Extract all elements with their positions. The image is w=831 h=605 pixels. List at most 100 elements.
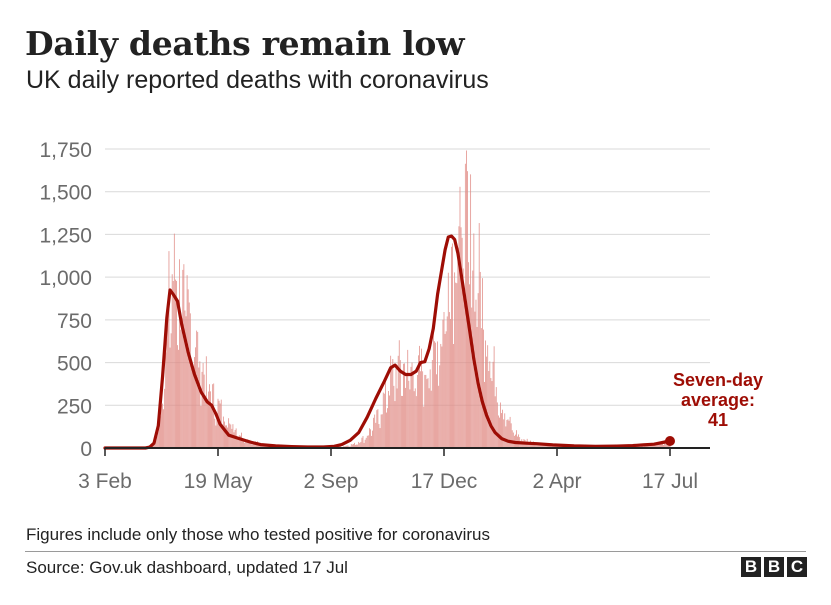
daily-bar (663, 444, 664, 448)
daily-bar (176, 280, 177, 448)
daily-bar (161, 404, 162, 448)
daily-bar (455, 282, 457, 448)
daily-bar (251, 444, 253, 448)
daily-bar (413, 391, 415, 448)
daily-bar (483, 329, 484, 448)
daily-bar (183, 264, 185, 448)
daily-bar (425, 374, 427, 448)
daily-bar (177, 345, 178, 448)
daily-bar (387, 408, 388, 448)
daily-bar (509, 416, 511, 448)
daily-bar (233, 432, 235, 448)
daily-bar (446, 316, 448, 448)
daily-bar (452, 243, 453, 448)
daily-bar (478, 223, 480, 448)
daily-bar (415, 396, 417, 448)
y-tick-label: 1,750 (39, 139, 92, 162)
daily-bar (353, 444, 354, 448)
daily-bar (156, 431, 158, 448)
daily-bar (363, 442, 365, 448)
daily-bar (404, 363, 405, 448)
daily-bar (364, 439, 366, 448)
y-tick-label: 250 (57, 395, 92, 418)
daily-bar (222, 416, 224, 448)
daily-bar (155, 437, 157, 448)
daily-bar (209, 384, 210, 448)
daily-bar (505, 426, 507, 448)
daily-bar (444, 333, 446, 448)
daily-bar (345, 445, 347, 448)
daily-bar (206, 402, 208, 448)
daily-bar (492, 361, 494, 448)
daily-bar (418, 355, 419, 448)
daily-bar (361, 437, 363, 448)
daily-bar (362, 436, 364, 448)
daily-bar (243, 438, 244, 448)
footnote: Figures include only those who tested po… (26, 525, 490, 544)
daily-bar (154, 441, 156, 448)
daily-bar (407, 349, 409, 448)
bbc-logo: B B C (741, 557, 807, 577)
daily-bar (511, 430, 513, 448)
daily-bar (249, 439, 251, 448)
daily-bar (432, 331, 434, 448)
daily-bar (447, 272, 449, 448)
daily-bar (396, 388, 398, 448)
daily-bar (541, 445, 543, 448)
daily-bar (528, 444, 530, 448)
daily-bar (649, 445, 651, 448)
bar-series (146, 150, 671, 449)
daily-bar (180, 329, 182, 448)
logo-letter: B (764, 557, 784, 577)
daily-bar (174, 279, 176, 448)
daily-bar (252, 442, 254, 448)
daily-bar (648, 445, 650, 448)
daily-bar (440, 343, 442, 448)
footer-divider (25, 551, 806, 552)
daily-bar (556, 445, 558, 448)
daily-bar (538, 443, 540, 448)
daily-bar (158, 413, 160, 448)
daily-bar (347, 445, 349, 448)
daily-bar (391, 369, 393, 448)
daily-bar (213, 383, 215, 448)
daily-bar (462, 268, 464, 448)
daily-bar (540, 444, 542, 448)
daily-bar (259, 444, 260, 448)
daily-bar (558, 445, 560, 448)
daily-bar (393, 385, 395, 448)
daily-bar (193, 371, 194, 448)
daily-bar (375, 422, 377, 448)
daily-bar (419, 345, 420, 448)
daily-bar (441, 346, 443, 448)
daily-bar (421, 348, 422, 448)
daily-bar (477, 293, 479, 448)
daily-bar (503, 419, 505, 448)
daily-bar (262, 445, 264, 448)
daily-bar (217, 398, 219, 448)
daily-bar (221, 426, 223, 448)
daily-bar (537, 444, 539, 448)
daily-bar (377, 409, 379, 448)
daily-bar (545, 445, 547, 448)
daily-bar (654, 444, 656, 448)
daily-bar (374, 414, 376, 448)
daily-bar (484, 381, 485, 448)
daily-bar (371, 435, 372, 448)
daily-bar (170, 333, 172, 448)
seven-day-average-line (103, 234, 672, 450)
daily-bar (430, 390, 432, 448)
daily-bar (195, 347, 196, 448)
daily-bar (437, 341, 438, 448)
daily-bar (168, 251, 170, 448)
daily-bar (395, 365, 397, 448)
daily-bar (534, 444, 535, 448)
daily-bar (490, 378, 492, 448)
daily-bar (405, 387, 406, 448)
daily-bar (216, 413, 218, 448)
daily-bar (358, 441, 360, 448)
daily-bar (234, 430, 236, 448)
daily-bar (544, 444, 546, 448)
daily-bar (167, 300, 169, 448)
